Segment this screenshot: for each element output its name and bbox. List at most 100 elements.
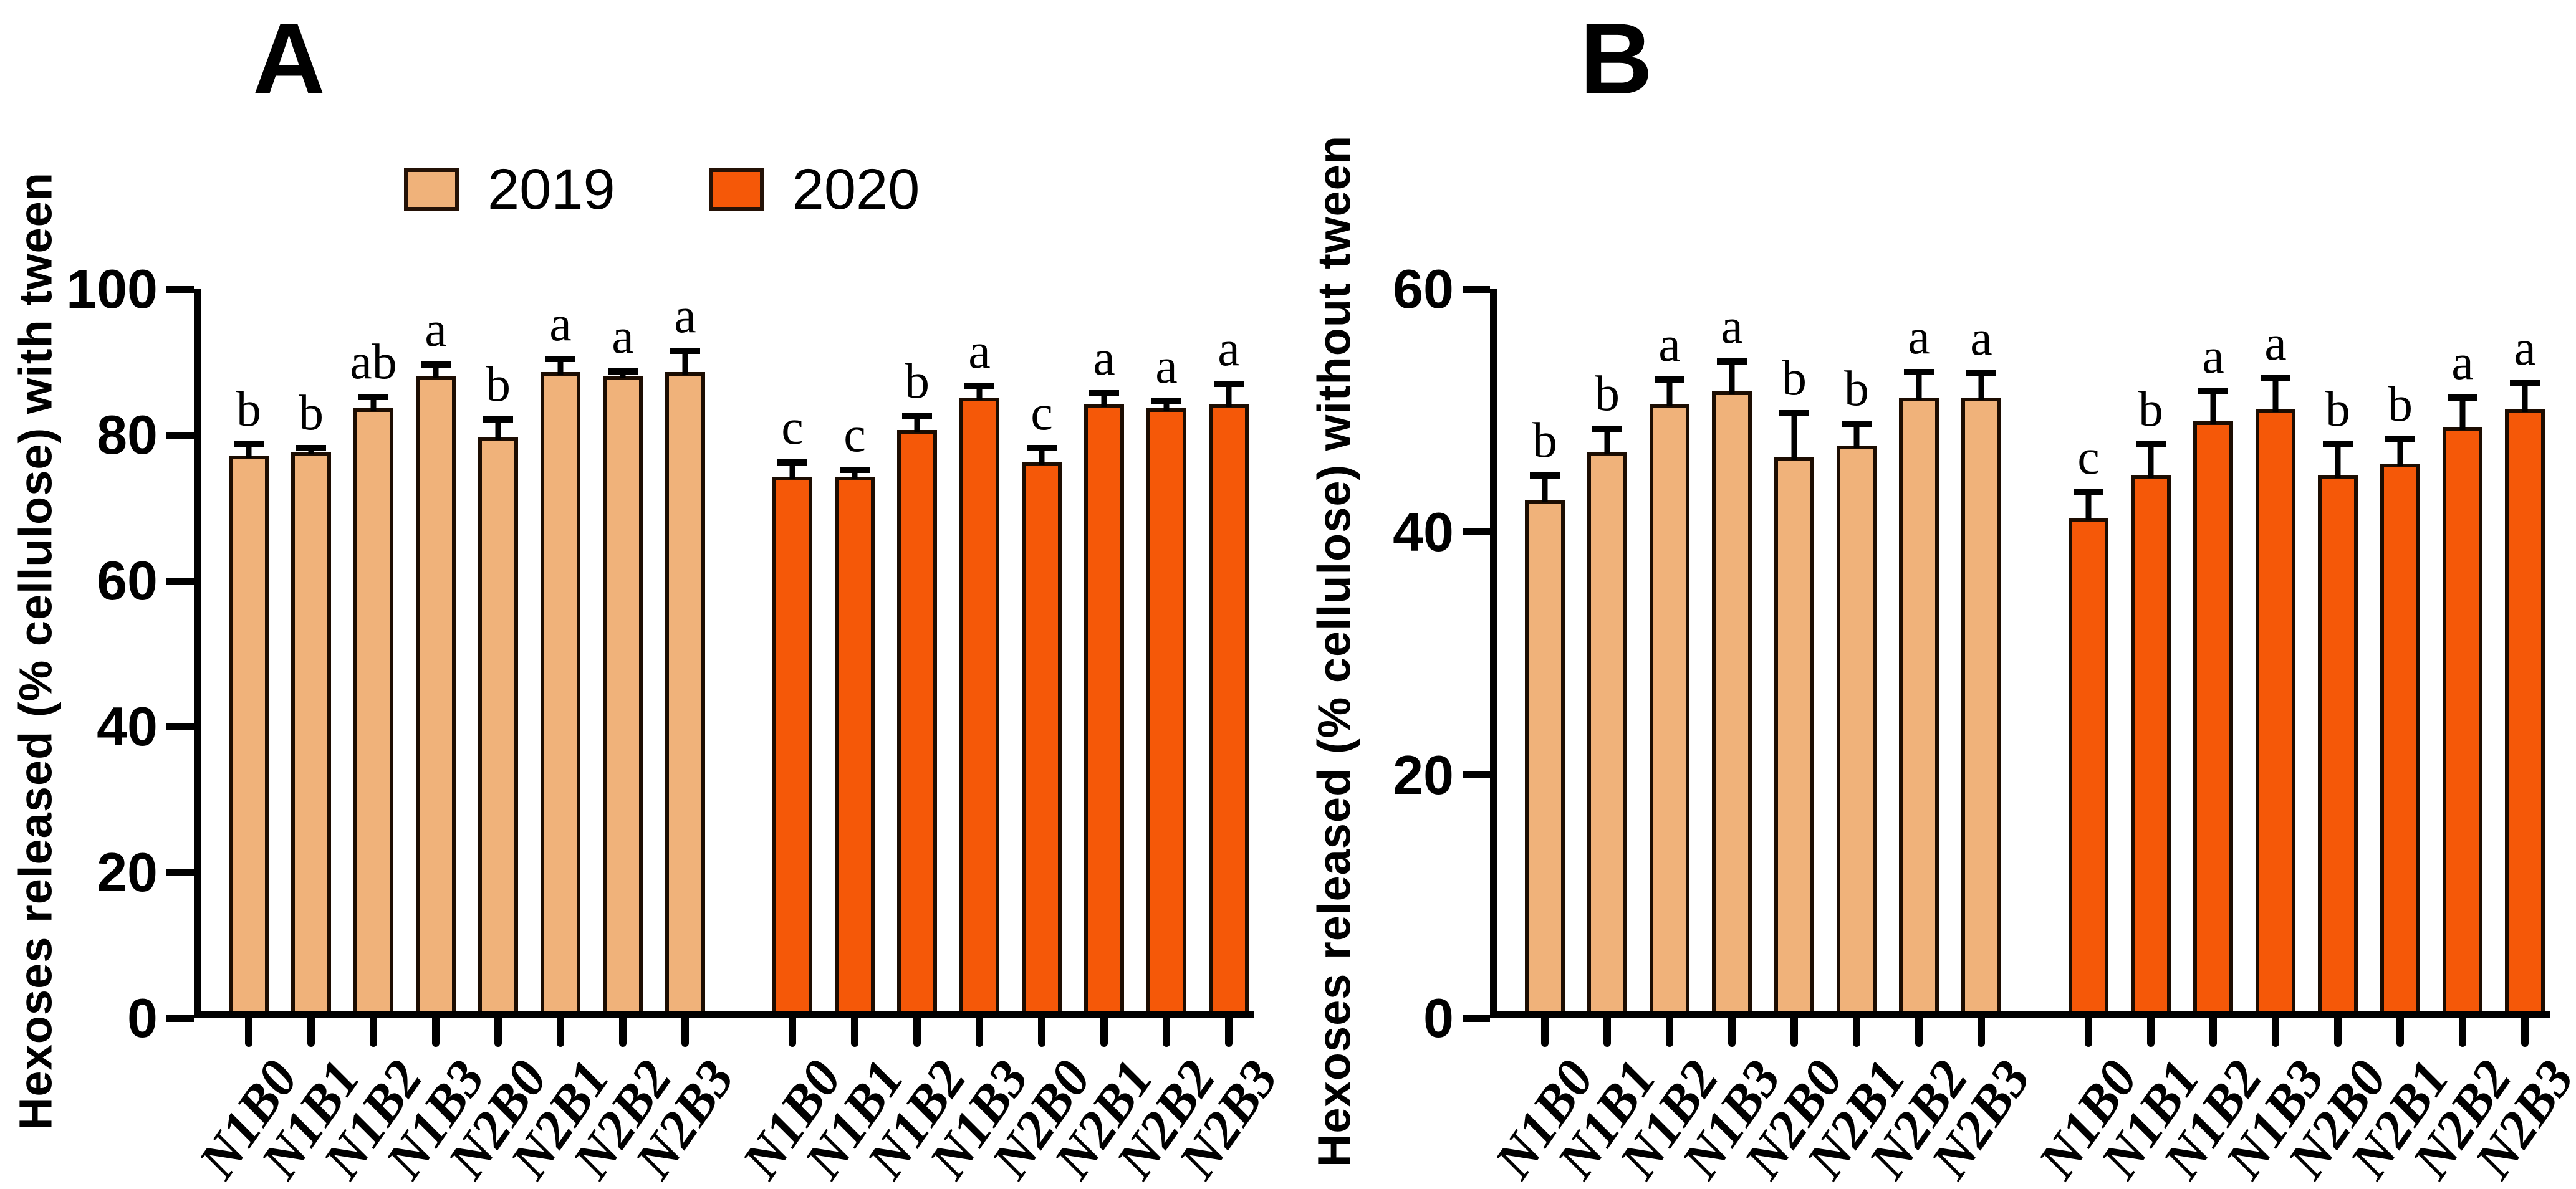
error-bar-cap [777,459,807,466]
bar-slot: c N1B0 [730,289,852,1188]
y-tick-label: 20 [1393,744,1454,806]
x-tick [1666,1018,1673,1047]
bar-slot: a N1B3 [917,289,1039,1188]
bar-slot: b N1B1 [2088,289,2211,1188]
significance-letter: a [612,309,634,365]
bar [2256,409,2295,1011]
error-bar-cap [421,361,451,368]
x-axis-line [1490,1011,2550,1018]
significance-letter: b [2138,382,2163,437]
error-bar [495,419,501,440]
error-bar [2335,444,2341,479]
bar-slot: b N2B0 [2276,289,2398,1188]
bar-slot: a N2B2 [2400,289,2522,1189]
bar [835,477,875,1011]
plot-area-a: 0 20 40 60 80 100 b N1B0 b N1B1 ab N1B2 a N1B3 b N2B0 a N… [66,262,1289,1189]
bar [772,477,812,1011]
bar [2131,475,2171,1011]
error-bar-cap [1530,472,1560,479]
error-bar [914,416,920,433]
bar-slot: a N1B3 [1670,289,1792,1189]
significance-letter: b [1595,366,1620,422]
error-bar [1729,361,1735,394]
error-bar [1226,383,1232,408]
y-tick-label: 100 [66,258,158,320]
bar [416,376,456,1011]
y-tick [166,1015,194,1022]
bar-slot: a N2B3 [623,289,745,1189]
error-bar [2210,391,2216,424]
error-bar-cap [1966,370,1996,377]
bar-slot: b N2B1 [1794,289,1916,1188]
error-bar [2148,444,2154,479]
significance-letter: c [1031,385,1053,441]
y-tick-label: 60 [1393,258,1454,320]
x-tick [2272,1018,2279,1047]
legend: 2019 2020 [404,161,920,218]
significance-letter: c [2077,430,2100,485]
y-axis-title-a: Hexoses released (% cellulose) with twee… [9,171,62,1131]
significance-letter: c [781,400,804,456]
x-tick [681,1018,689,1047]
error-bar [976,386,983,400]
significance-letter: a [2451,335,2474,390]
error-bar-cap [2136,441,2166,448]
error-bar-cap [2448,394,2477,401]
y-tick [1463,1015,1490,1022]
error-bar [246,444,252,458]
x-tick [1541,1018,1549,1047]
bar-slot: c N2B0 [979,289,1102,1189]
significance-letter: a [968,324,991,380]
error-bar [1978,373,1984,400]
error-bar [1163,401,1170,411]
x-tick [307,1018,315,1047]
error-bar [1916,372,1922,400]
x-tick [2459,1018,2466,1047]
significance-letter: b [2325,382,2350,437]
error-bar [2522,383,2528,413]
y-tick [1463,285,1490,293]
bar [229,455,269,1011]
bar [291,451,331,1011]
y-tick [166,431,194,439]
bar-slot: ab N1B2 [311,289,433,1189]
error-bar-cap [234,441,264,448]
y-tick-label: 20 [97,841,158,903]
x-tick [245,1018,252,1047]
y-tick-label: 40 [1393,501,1454,563]
legend-item-2020: 2020 [708,161,920,218]
error-bar-cap [1027,444,1057,451]
bar [959,397,999,1011]
x-tick [432,1018,440,1047]
plot-area-b: 0 20 40 60 b N1B0 b N1B1 a N1B2 a N1B3 b N2B0 b N2B1 a N2… [1393,262,2576,1189]
x-tick [1603,1018,1611,1047]
bar-slot: b N1B0 [1483,289,1605,1188]
error-bar-cap [1214,380,1244,387]
error-bar [1604,429,1610,454]
significance-letter: b [299,385,324,441]
legend-swatch-2020 [708,168,764,211]
y-tick [166,285,194,293]
error-bar-cap [2074,489,2103,496]
panel-a-label: A [252,2,325,115]
x-tick [789,1018,796,1047]
error-bar-cap [483,416,513,423]
bar-slot: a N2B3 [1166,289,1289,1189]
y-axis-line [194,289,201,1018]
legend-label-2019: 2019 [488,158,615,221]
error-bar [2272,378,2279,413]
error-bar [1039,448,1045,466]
error-bar-cap [2510,380,2540,386]
bar [2443,427,2482,1011]
error-bar [2459,397,2466,431]
error-bar-cap [545,356,575,363]
y-tick-label: 0 [1423,987,1454,1049]
y-tick-label: 0 [127,987,158,1049]
x-tick [557,1018,564,1047]
x-tick [1790,1018,1798,1047]
x-tick [1853,1018,1860,1047]
bar [1961,397,2001,1011]
bar-slot: a N2B3 [2463,289,2576,1189]
bar [1587,451,1627,1011]
